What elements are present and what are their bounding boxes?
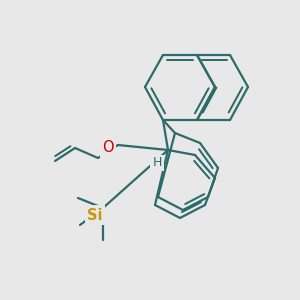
Text: H: H — [152, 157, 162, 169]
Text: Si: Si — [87, 208, 103, 223]
Text: O: O — [102, 140, 114, 155]
